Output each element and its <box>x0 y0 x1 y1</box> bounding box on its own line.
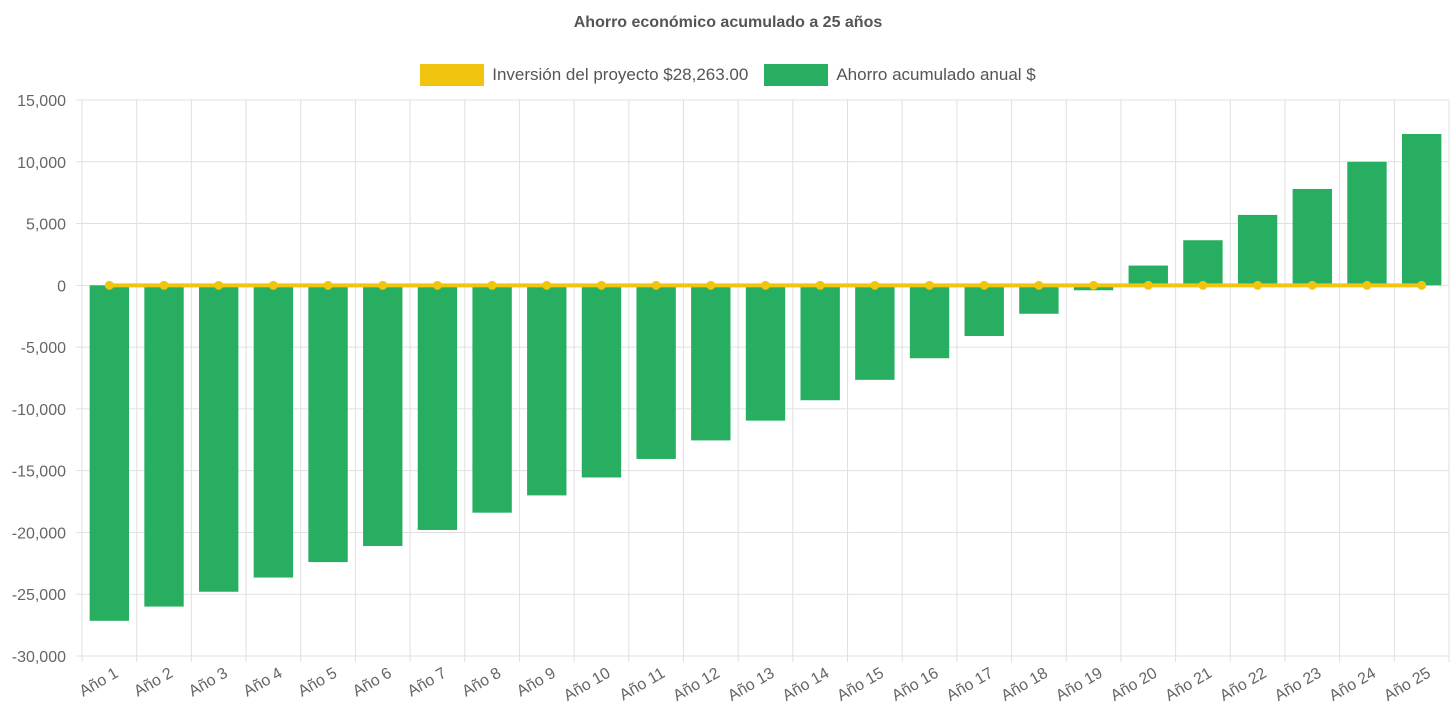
x-tick-label: Año 2 <box>131 665 176 701</box>
investment-point-14 <box>815 280 825 290</box>
legend-item-investment[interactable]: Inversión del proyecto $28,263.00 <box>420 64 748 86</box>
x-tick-label: Año 20 <box>1108 665 1161 705</box>
x-tick-label: Año 3 <box>186 665 231 701</box>
investment-point-6 <box>378 280 388 290</box>
bar-9 <box>527 285 567 496</box>
investment-point-20 <box>1143 280 1153 290</box>
investment-point-2 <box>159 280 169 290</box>
investment-point-24 <box>1362 280 1372 290</box>
investment-point-23 <box>1307 280 1317 290</box>
bar-5 <box>308 285 348 563</box>
bar-15 <box>855 285 895 380</box>
bar-2 <box>144 285 184 607</box>
bar-6 <box>363 285 403 547</box>
y-tick-label: 0 <box>57 278 66 295</box>
x-tick-label: Año 4 <box>241 665 286 701</box>
x-tick-label: Año 21 <box>1163 665 1216 705</box>
legend-swatch-investment <box>420 64 485 86</box>
x-tick-label: Año 8 <box>459 665 504 701</box>
bar-8 <box>472 285 512 513</box>
x-tick-label: Año 10 <box>561 665 614 705</box>
bar-13 <box>745 285 786 421</box>
bar-25 <box>1401 133 1442 286</box>
investment-point-22 <box>1253 280 1263 290</box>
x-tick-label: Año 14 <box>780 665 833 705</box>
y-tick-label: -20,000 <box>12 525 66 542</box>
investment-point-3 <box>214 280 224 290</box>
x-tick-label: Año 1 <box>77 665 122 701</box>
x-tick-label: Año 23 <box>1272 665 1325 705</box>
bar-14 <box>800 285 840 401</box>
chart-legend: Inversión del proyecto $28,263.00 Ahorro… <box>0 64 1456 86</box>
legend-label-investment: Inversión del proyecto $28,263.00 <box>492 65 749 84</box>
chart-title: Ahorro económico acumulado a 25 años <box>573 14 883 31</box>
x-tick-label: Año 15 <box>834 665 887 705</box>
y-tick-label: 5,000 <box>26 217 66 234</box>
investment-point-10 <box>596 280 606 290</box>
y-tick-label: 10,000 <box>17 155 66 172</box>
bar-7 <box>417 285 458 530</box>
legend-item-savings[interactable]: Ahorro acumulado anual $ <box>764 64 1036 86</box>
x-tick-label: Año 7 <box>405 665 450 701</box>
bar-24 <box>1347 161 1387 286</box>
x-tick-label: Año 11 <box>617 665 668 705</box>
x-tick-label: Año 22 <box>1217 665 1270 705</box>
bar-16 <box>909 285 950 359</box>
investment-point-1 <box>104 280 114 290</box>
y-tick-label: -10,000 <box>12 402 66 419</box>
y-tick-label: -15,000 <box>12 464 66 481</box>
y-tick-label: -30,000 <box>12 649 66 666</box>
bar-1 <box>89 285 130 621</box>
investment-point-4 <box>268 280 278 290</box>
y-tick-label: -5,000 <box>21 340 66 357</box>
investment-point-17 <box>979 280 989 290</box>
y-tick-label: 15,000 <box>17 93 66 110</box>
x-tick-label: Año 5 <box>295 665 340 701</box>
investment-point-9 <box>542 280 552 290</box>
legend-label-savings: Ahorro acumulado anual $ <box>836 65 1036 84</box>
investment-point-12 <box>706 280 716 290</box>
x-tick-label: Año 6 <box>350 665 395 701</box>
legend-swatch-savings <box>764 64 829 86</box>
y-tick-label: -25,000 <box>12 587 66 604</box>
investment-point-8 <box>487 280 497 290</box>
bar-23 <box>1292 188 1332 286</box>
bar-10 <box>581 285 622 478</box>
bar-11 <box>636 285 676 459</box>
x-tick-label: Año 9 <box>514 665 559 701</box>
investment-point-25 <box>1417 280 1427 290</box>
x-tick-label: Año 13 <box>725 665 778 705</box>
x-tick-label: Año 12 <box>670 665 723 705</box>
investment-point-18 <box>1034 280 1044 290</box>
x-tick-label: Año 19 <box>1053 665 1106 705</box>
investment-point-16 <box>925 280 935 290</box>
x-tick-label: Año 24 <box>1327 665 1380 705</box>
bar-22 <box>1237 214 1278 286</box>
bar-17 <box>964 285 1004 336</box>
investment-point-7 <box>432 280 442 290</box>
investment-point-13 <box>761 280 770 290</box>
bar-21 <box>1183 240 1223 286</box>
bar-3 <box>199 285 239 592</box>
investment-point-11 <box>651 280 661 290</box>
investment-point-15 <box>870 280 880 290</box>
bar-18 <box>1019 285 1059 314</box>
x-tick-label: Año 16 <box>889 665 942 705</box>
bar-12 <box>691 285 731 441</box>
x-tick-label: Año 25 <box>1381 665 1434 705</box>
x-tick-label: Año 17 <box>944 665 997 705</box>
investment-point-19 <box>1089 280 1099 290</box>
investment-point-5 <box>323 280 333 290</box>
x-tick-label: Año 18 <box>998 665 1051 705</box>
bar-20 <box>1128 265 1168 286</box>
investment-point-21 <box>1198 280 1208 290</box>
bar-4 <box>253 285 294 578</box>
